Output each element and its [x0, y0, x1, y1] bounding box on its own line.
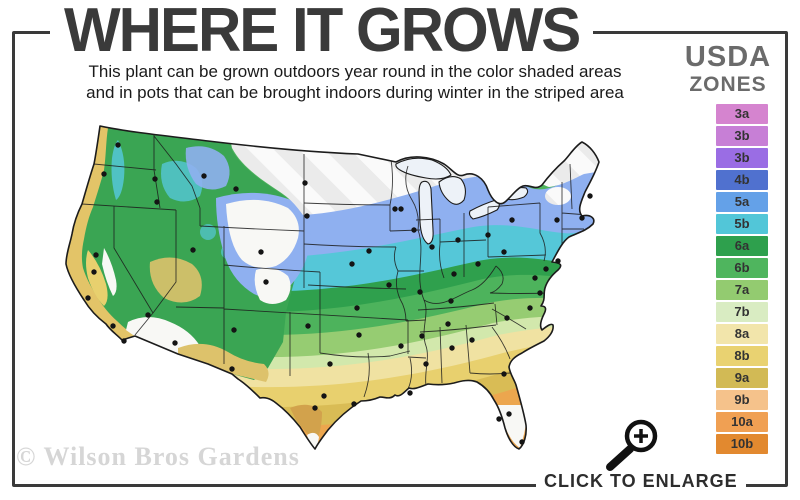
great-lakes — [395, 157, 529, 245]
page-title: WHERE IT GROWS — [50, 0, 594, 61]
legend-chip-10a-14: 10a — [716, 412, 768, 432]
city-dots — [85, 142, 593, 445]
lake-erie — [468, 199, 500, 220]
state-borders — [81, 134, 589, 398]
mountain-white-patches — [226, 187, 571, 304]
watermark: © Wilson Bros Gardens — [16, 442, 300, 471]
legend-title-usda: USDA — [684, 41, 772, 73]
legend-chip-10b-15: 10b — [716, 434, 768, 454]
legend-chip-6b-7: 6b — [716, 258, 768, 278]
lake-huron — [438, 176, 467, 205]
click-to-enlarge-label[interactable]: CLICK TO ENLARGE — [536, 471, 746, 492]
us-outline — [65, 125, 600, 450]
legend-title: USDA ZONES — [678, 41, 778, 97]
legend-chip-5a-4: 5a — [716, 192, 768, 212]
legend-chip-9a-12: 9a — [716, 368, 768, 388]
legend-chip-4b-3: 4b — [716, 170, 768, 190]
zone-fills — [66, 126, 599, 449]
legend-chip-3b-1: 3b — [716, 126, 768, 146]
legend-chip-7a-8: 7a — [716, 280, 768, 300]
legend-title-zones: ZONES — [689, 73, 767, 96]
legend-chip-3a-0: 3a — [716, 104, 768, 124]
legend-chip-5b-5: 5b — [716, 214, 768, 234]
adirondack-patch — [545, 187, 571, 205]
legend-chip-8a-10: 8a — [716, 324, 768, 344]
subtitle-line-1: This plant can be grown outdoors year ro… — [88, 62, 622, 81]
legend-zone-list: 3a 3b 3b 4b 5a 5b 6a 6b 7a 7b 8a 8b 9a 9b 10a 10b — [716, 104, 768, 456]
legend-chip-9b-13: 9b — [716, 390, 768, 410]
subtitle: This plant can be grown outdoors year ro… — [55, 61, 655, 103]
lake-superior — [395, 157, 452, 180]
lake-michigan — [418, 180, 434, 245]
legend-chip-3b-2: 3b — [716, 148, 768, 168]
legend-chip-8b-11: 8b — [716, 346, 768, 366]
legend-chip-6a-6: 6a — [716, 236, 768, 256]
subtitle-line-2: and in pots that can be brought indoors … — [86, 83, 624, 102]
magnifier-zoom-icon[interactable] — [601, 417, 663, 478]
legend-chip-7b-9: 7b — [716, 302, 768, 322]
us-zone-map[interactable] — [58, 112, 668, 477]
